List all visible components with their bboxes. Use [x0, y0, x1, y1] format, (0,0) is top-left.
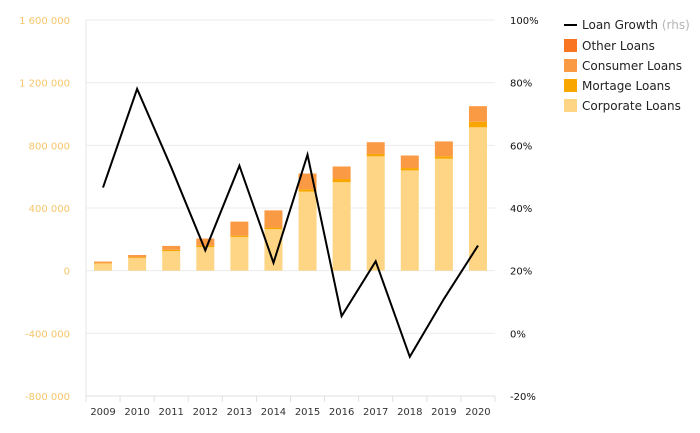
- x-tick-label: 2009: [90, 407, 115, 418]
- bar-mortage-loans-2013: [230, 235, 249, 237]
- legend-item-loan-growth: Loan Growth (rhs): [564, 18, 690, 32]
- legend-item-corporate-loans: Corporate Loans: [564, 99, 681, 113]
- legend-item-consumer-loans: Consumer Loans: [564, 59, 682, 73]
- left-tick-label: -800 000: [25, 392, 70, 403]
- left-tick-label: 800 000: [29, 141, 70, 152]
- x-tick-label: 2013: [227, 407, 252, 418]
- bar-mortage-loans-2019: [434, 156, 453, 159]
- x-tick-label: 2011: [158, 407, 183, 418]
- bar-corporate-loans-2011: [162, 251, 181, 271]
- x-tick-label: 2015: [295, 407, 320, 418]
- left-tick-label: -400 000: [25, 329, 70, 340]
- x-tick-label: 2012: [193, 407, 218, 418]
- x-tick-label: 2010: [124, 407, 149, 418]
- legend-item-mortage-loans: Mortage Loans: [564, 79, 671, 93]
- bar-corporate-loans-2013: [230, 236, 249, 271]
- bar-consumer-loans-2014: [264, 210, 283, 228]
- x-axis: 2009 2010 2011 2012 2013 2014 2015 2016 2017 2018…: [90, 407, 490, 418]
- bar-mortage-loans-2015: [298, 189, 317, 192]
- right-tick-label: 20%: [510, 267, 532, 278]
- loan-growth-line: [102, 86, 479, 360]
- bar-corporate-loans-2016: [332, 182, 351, 271]
- legend-swatch: [564, 59, 577, 72]
- left-tick-label: 1 200 000: [19, 79, 70, 90]
- growth-line: [102, 86, 479, 360]
- grid-lines: [85, 19, 496, 402]
- right-tick-label: 80%: [510, 79, 532, 90]
- bar-mortage-loans-2016: [332, 179, 351, 183]
- bar-consumer-loans-2020: [468, 106, 487, 122]
- x-tick-label: 2016: [329, 407, 354, 418]
- right-tick-label: 100%: [510, 16, 539, 27]
- legend-label: Loan Growth (rhs): [582, 18, 690, 32]
- right-tick-label: 0%: [510, 329, 526, 340]
- legend-item-other-loans: Other Loans: [564, 39, 655, 53]
- legend-label: Consumer Loans: [582, 59, 682, 73]
- left-axis: -800 000 -400 000 0 400 000 800 000 1 200 000…: [19, 16, 70, 403]
- legend-label-suffix: (rhs): [662, 18, 690, 32]
- bar-corporate-loans-2014: [264, 229, 283, 271]
- legend-swatch: [564, 79, 577, 92]
- legend-label: Mortage Loans: [582, 79, 671, 93]
- bar-consumer-loans-2016: [332, 166, 351, 180]
- bar-mortage-loans-2020: [468, 121, 487, 128]
- x-tick-label: 2020: [465, 407, 490, 418]
- bar-corporate-loans-2009: [94, 263, 113, 271]
- right-tick-label: 60%: [510, 141, 532, 152]
- bar-mortage-loans-2012: [196, 245, 215, 248]
- bar-consumer-loans-2012: [196, 238, 215, 246]
- bar-consumer-loans-2019: [434, 141, 453, 157]
- bar-mortage-loans-2011: [162, 249, 181, 252]
- bar-series: [94, 106, 487, 271]
- bar-corporate-loans-2019: [434, 158, 453, 271]
- left-tick-label: 400 000: [29, 204, 70, 215]
- x-tick-label: 2014: [261, 407, 286, 418]
- bar-consumer-loans-2010: [128, 255, 147, 258]
- left-tick-label: 1 600 000: [19, 16, 70, 27]
- right-tick-label: 40%: [510, 204, 532, 215]
- right-tick-label: -20%: [510, 392, 536, 403]
- bar-mortage-loans-2014: [264, 227, 283, 230]
- x-tick-label: 2019: [431, 407, 456, 418]
- bar-corporate-loans-2018: [400, 170, 419, 271]
- legend: Loan Growth (rhs) Other Loans Consumer Loa…: [564, 18, 690, 113]
- left-tick-label: 0: [64, 267, 70, 278]
- bar-mortage-loans-2010: [128, 257, 147, 259]
- x-tick-label: 2017: [363, 407, 388, 418]
- bar-consumer-loans-2017: [366, 142, 385, 154]
- bar-consumer-loans-2011: [162, 245, 181, 250]
- bar-consumer-loans-2018: [400, 155, 419, 169]
- bar-mortage-loans-2017: [366, 153, 385, 157]
- bar-mortage-loans-2018: [400, 168, 419, 171]
- x-tick-label: 2018: [397, 407, 422, 418]
- right-axis: -20% 0% 20% 40% 60% 80% 100%: [510, 16, 539, 403]
- bar-corporate-loans-2015: [298, 191, 317, 271]
- bar-corporate-loans-2010: [128, 258, 147, 271]
- bar-corporate-loans-2017: [366, 156, 385, 271]
- legend-label: Corporate Loans: [582, 99, 681, 113]
- legend-label: Other Loans: [582, 39, 655, 53]
- bar-consumer-loans-2013: [230, 221, 249, 236]
- legend-swatch: [564, 99, 577, 112]
- bar-corporate-loans-2020: [468, 127, 487, 271]
- legend-swatch: [564, 39, 577, 52]
- bar-corporate-loans-2012: [196, 247, 215, 271]
- bar-consumer-loans-2009: [94, 261, 113, 264]
